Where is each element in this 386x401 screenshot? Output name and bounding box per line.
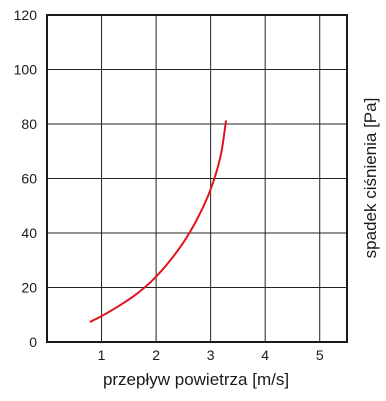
x-tick-labels: 1 2 3 4 5 bbox=[98, 347, 324, 363]
series-line-0 bbox=[89, 120, 227, 323]
y-tick-label: 0 bbox=[29, 334, 37, 350]
y-tick-label: 100 bbox=[14, 62, 38, 78]
y-tick-label: 80 bbox=[21, 116, 37, 132]
x-tick-label: 5 bbox=[316, 347, 324, 363]
y-axis-label: spadek ciśnienia [Pa] bbox=[361, 98, 380, 259]
y-tick-label: 120 bbox=[14, 7, 38, 23]
y-tick-label: 60 bbox=[21, 171, 37, 187]
plot-frame bbox=[46, 14, 348, 343]
x-tick-label: 2 bbox=[152, 347, 160, 363]
grid bbox=[47, 15, 347, 342]
y-tick-label: 20 bbox=[21, 280, 37, 296]
x-axis-label: przepływ powietrza [m/s] bbox=[103, 370, 289, 389]
y-tick-label: 40 bbox=[21, 225, 37, 241]
series-layer bbox=[89, 120, 227, 323]
x-tick-label: 1 bbox=[98, 347, 106, 363]
x-tick-label: 4 bbox=[261, 347, 269, 363]
x-tick-label: 3 bbox=[207, 347, 215, 363]
y-tick-labels: 0 20 40 60 80 100 120 bbox=[14, 7, 38, 350]
